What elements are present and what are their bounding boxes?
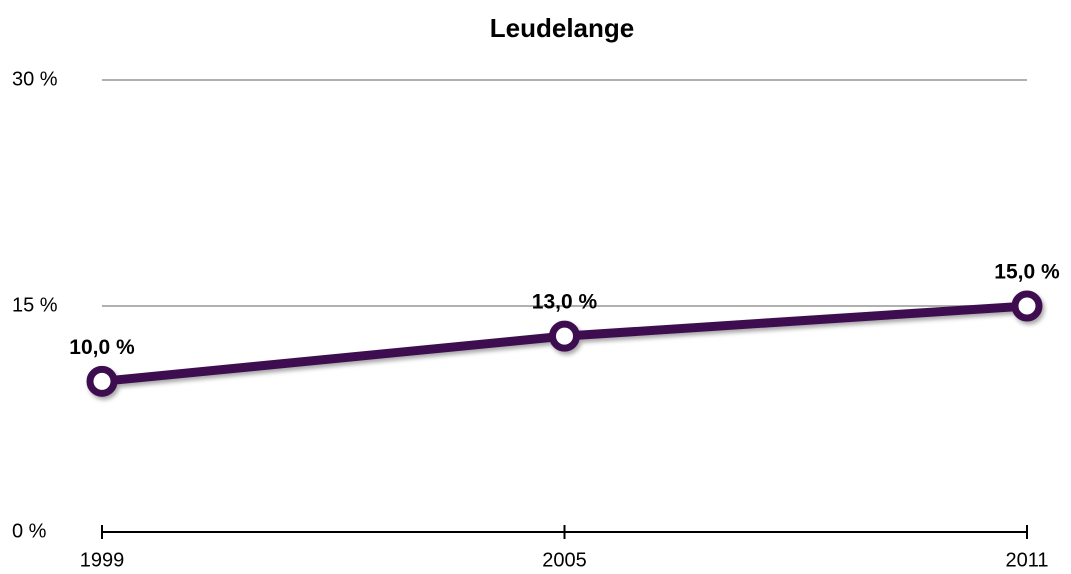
point: [86, 365, 118, 397]
data-label: 10,0 %: [69, 336, 135, 359]
y-tick-label: 30 %: [12, 68, 58, 90]
x-tick-label: 1999: [80, 549, 125, 571]
chart-title: Leudelange: [490, 13, 634, 43]
point: [1011, 290, 1043, 322]
x-tick-label: 2011: [1005, 549, 1048, 571]
point: [549, 320, 580, 352]
data-label: 13,0 %: [532, 291, 598, 314]
y-tick-label: 15 %: [12, 294, 58, 316]
data-label: 15,0 %: [994, 261, 1060, 284]
y-tick-label: 0 %: [12, 520, 47, 542]
series: [86, 290, 1043, 397]
x-tick-label: 2005: [542, 549, 587, 571]
